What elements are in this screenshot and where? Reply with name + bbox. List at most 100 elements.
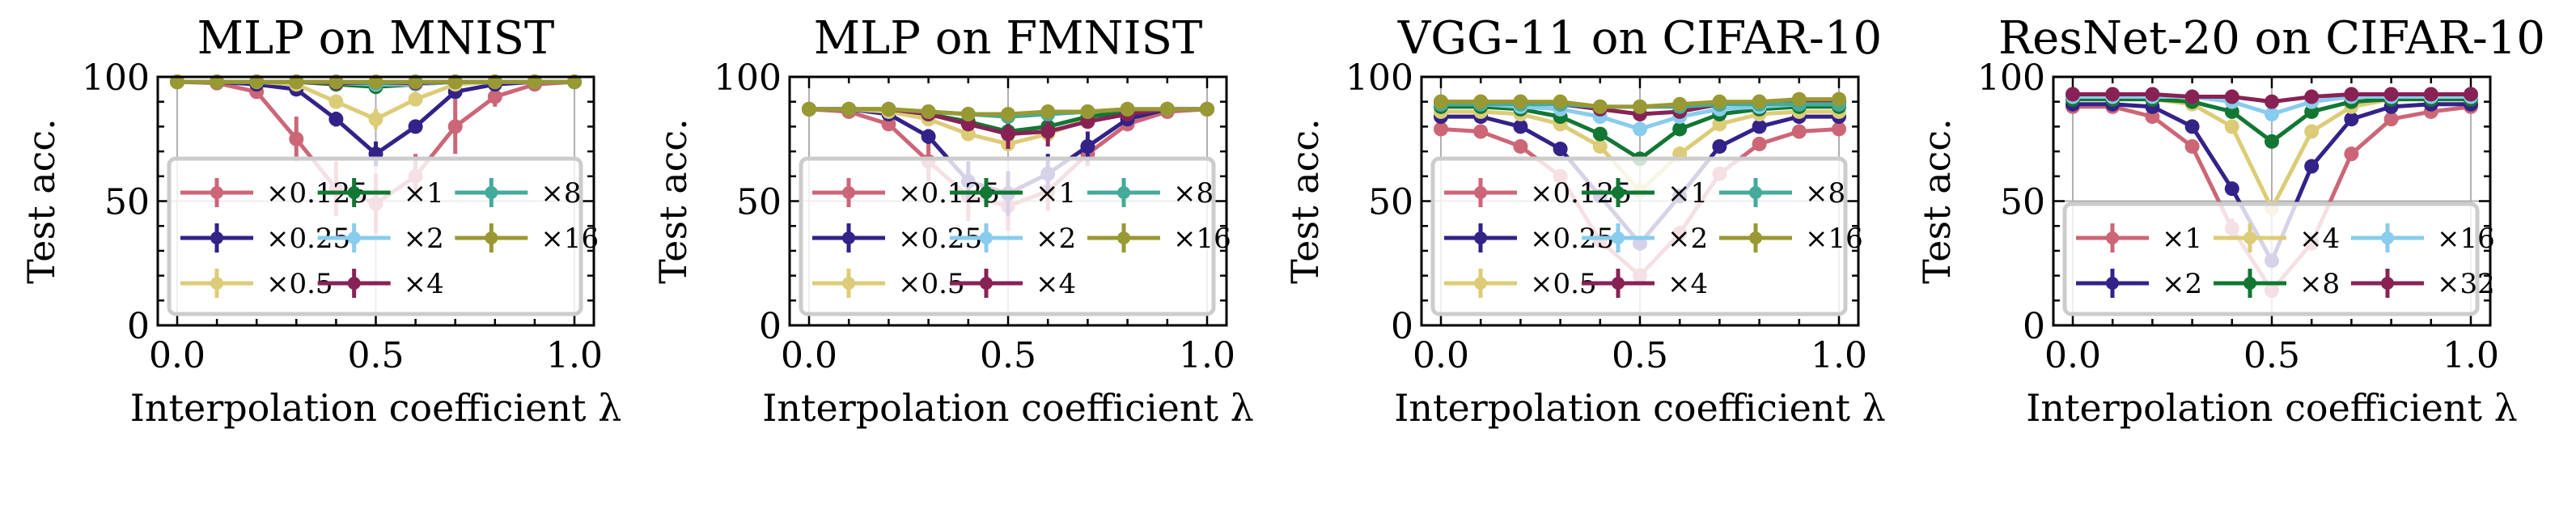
data-point xyxy=(1080,104,1095,119)
x-tick-label: 0.0 xyxy=(1413,335,1469,376)
legend-item: ×2 xyxy=(1582,223,1708,255)
series-x32 xyxy=(2065,87,2478,109)
axes-frame xyxy=(788,75,1228,327)
x-tick-label: 0.0 xyxy=(149,335,205,376)
legend-label: ×1 xyxy=(1667,177,1708,210)
chart-panel-4: ResNet-20 on CIFAR-10 ×1 ×2 ×4 ×8 ×16 ×32 0.0 0.… xyxy=(1915,12,2545,430)
data-point xyxy=(328,112,344,127)
data-point xyxy=(1434,94,1448,109)
legend-marker xyxy=(1474,231,1487,244)
legend-marker xyxy=(347,186,361,199)
y-tick-label: 100 xyxy=(1977,57,2045,99)
legend-item: ×8 xyxy=(1087,177,1214,210)
x-tick-label: 1.0 xyxy=(1179,335,1235,376)
data-point xyxy=(210,74,225,90)
y-tick-label: 100 xyxy=(714,57,782,99)
legend-marker xyxy=(842,231,855,244)
data-point xyxy=(1791,91,1807,107)
legend-item: ×4 xyxy=(2214,223,2340,255)
data-point xyxy=(1592,126,1608,142)
data-point xyxy=(1200,101,1214,117)
x-tick-label: 0.5 xyxy=(348,335,405,376)
chart-title: MLP on FMNIST xyxy=(814,12,1203,65)
legend: ×1 ×2 ×4 ×8 ×16 ×32 xyxy=(2062,202,2495,316)
legend-marker xyxy=(1474,277,1487,290)
axes-frame xyxy=(156,75,595,327)
data-point xyxy=(567,74,582,90)
data-point xyxy=(1592,138,1608,154)
data-point xyxy=(368,74,383,90)
x-axis-label: Interpolation coefficient λ xyxy=(1394,386,1886,430)
data-point xyxy=(1120,101,1135,117)
data-point xyxy=(1001,107,1015,122)
legend-label: ×4 xyxy=(1036,268,1076,300)
legend-marker xyxy=(842,277,855,290)
series-x16 xyxy=(170,74,582,90)
data-point xyxy=(1633,121,1647,137)
data-point xyxy=(1513,119,1528,134)
data-point xyxy=(1040,104,1056,119)
chart-title: MLP on MNIST xyxy=(197,12,555,65)
data-point xyxy=(1712,94,1727,109)
data-point xyxy=(408,74,423,90)
legend-item: ×2 xyxy=(317,223,444,255)
y-tick-label: 50 xyxy=(736,182,782,223)
x-tick-label: 1.0 xyxy=(2443,335,2499,376)
data-point xyxy=(487,74,502,90)
data-point xyxy=(447,74,463,90)
x-axis-label: Interpolation coefficient λ xyxy=(2026,386,2518,430)
x-tick-label: 0.0 xyxy=(781,335,837,376)
data-point xyxy=(1752,94,1767,109)
y-tick-label: 100 xyxy=(1345,57,1413,99)
data-point xyxy=(2224,119,2239,134)
data-point xyxy=(2065,87,2080,102)
legend-marker xyxy=(1117,186,1130,199)
data-point xyxy=(1513,94,1528,109)
y-axis-label: Test acc. xyxy=(1283,118,1327,284)
legend-item: ×4 xyxy=(1582,268,1708,300)
legend-marker xyxy=(842,186,855,199)
legend-item: ×8 xyxy=(1719,177,1845,210)
legend-label: ×32 xyxy=(2437,268,2495,300)
data-point xyxy=(1752,119,1767,134)
data-point xyxy=(249,74,265,90)
legend-label: ×16 xyxy=(1173,223,1231,255)
legend-item: ×4 xyxy=(317,268,444,300)
data-point xyxy=(408,119,423,134)
data-point xyxy=(1473,94,1489,109)
legend-marker xyxy=(980,277,993,290)
data-point xyxy=(1001,126,1015,142)
y-tick-label: 0 xyxy=(127,306,150,347)
legend-label: ×2 xyxy=(2162,268,2202,300)
legend-box xyxy=(2062,202,2480,316)
legend-label: ×2 xyxy=(1036,223,1076,255)
legend-marker xyxy=(980,231,993,244)
legend-item: ×16 xyxy=(455,223,599,255)
y-tick-label: 50 xyxy=(104,182,150,223)
data-point xyxy=(1672,121,1688,137)
data-point xyxy=(2184,138,2200,154)
data-point xyxy=(447,119,463,134)
legend-item: ×0.25 xyxy=(812,223,982,255)
legend-label: ×1 xyxy=(1036,177,1076,210)
x-axis-label: Interpolation coefficient λ xyxy=(762,386,1254,430)
data-point xyxy=(1553,94,1568,109)
legend-label: ×8 xyxy=(1173,177,1214,210)
data-point xyxy=(2383,87,2399,102)
data-point xyxy=(921,129,936,144)
data-point xyxy=(1473,124,1489,139)
x-tick-label: 0.0 xyxy=(2044,335,2101,376)
y-axis-label: Test acc. xyxy=(19,118,63,284)
data-point xyxy=(2304,124,2320,139)
data-point xyxy=(2265,94,2279,109)
y-tick-label: 0 xyxy=(2023,306,2045,347)
legend-item: ×1 xyxy=(950,177,1076,210)
data-point xyxy=(487,89,502,104)
legend-label: ×16 xyxy=(1805,223,1863,255)
y-tick-label: 0 xyxy=(759,306,782,347)
x-tick-label: 0.5 xyxy=(980,335,1036,376)
data-point xyxy=(1080,138,1095,154)
legend-label: ×4 xyxy=(1667,268,1708,300)
data-point xyxy=(2423,87,2438,102)
